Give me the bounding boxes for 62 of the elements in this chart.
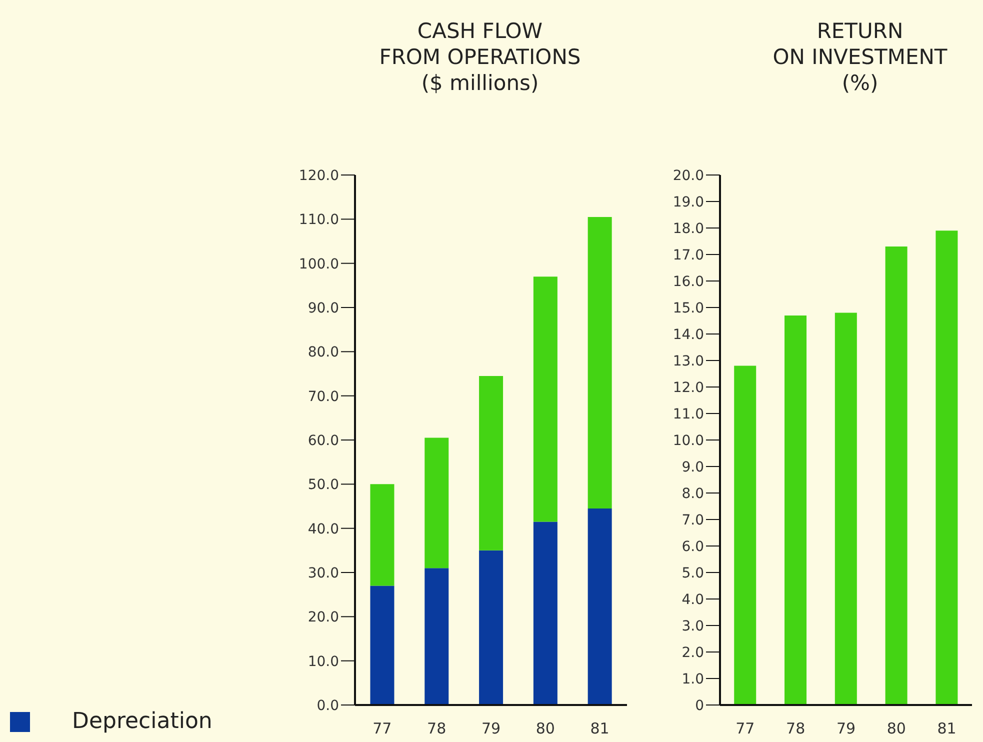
y-tick-label: 13.0 — [672, 353, 704, 370]
y-tick-label: 100.0 — [298, 256, 339, 272]
x-tick-label: 81 — [590, 720, 610, 738]
bar — [588, 508, 612, 705]
x-tick-label: 78 — [786, 720, 806, 738]
x-tick-label: 77 — [372, 720, 392, 738]
y-tick-label: 10.0 — [308, 654, 339, 670]
y-tick-label: 0 — [695, 698, 704, 714]
y-tick-label: 6.0 — [682, 538, 704, 555]
y-tick-label: 90.0 — [308, 300, 339, 316]
y-tick-label: 1.0 — [682, 671, 704, 688]
x-tick-label: 81 — [937, 720, 956, 738]
y-tick-label: 19.0 — [672, 194, 704, 210]
y-tick-label: 14.0 — [672, 326, 704, 343]
y-tick-label: 16.0 — [672, 274, 704, 290]
y-tick-label: 3.0 — [682, 618, 704, 634]
chart-title: CASH FLOW FROM OPERATIONS ($ millions) — [378, 18, 582, 96]
bar — [784, 315, 807, 705]
bar — [885, 246, 908, 705]
bar — [424, 438, 449, 568]
bar — [479, 376, 504, 550]
y-tick-label: 40.0 — [308, 521, 339, 538]
y-tick-label: 110.0 — [298, 212, 339, 228]
bar — [936, 230, 958, 705]
y-tick-label: 8.0 — [682, 486, 704, 502]
x-tick-label: 77 — [736, 720, 755, 738]
y-tick-label: 70.0 — [308, 388, 339, 405]
y-tick-label: 20.0 — [672, 168, 704, 184]
bar — [370, 484, 394, 586]
y-tick-label: 60.0 — [308, 432, 339, 449]
y-tick-label: 11.0 — [672, 406, 704, 422]
y-tick-label: 9.0 — [682, 459, 704, 476]
y-tick-label: 30.0 — [308, 565, 339, 582]
y-tick-label: 5.0 — [682, 565, 704, 582]
bar — [834, 312, 857, 705]
bar — [533, 522, 558, 705]
x-tick-label: 80 — [886, 720, 906, 738]
bar — [533, 276, 558, 522]
y-tick-label: 2.0 — [682, 644, 704, 661]
x-tick-label: 79 — [481, 720, 501, 738]
x-tick-label: 79 — [836, 720, 856, 738]
y-tick-label: 12.0 — [672, 380, 704, 396]
y-tick-label: 80.0 — [308, 344, 339, 361]
bar — [734, 366, 756, 705]
y-tick-label: 120.0 — [298, 168, 339, 184]
bar — [588, 216, 612, 508]
chart-title: RETURN ON INVESTMENT (%) — [772, 18, 948, 96]
y-tick-label: 10.0 — [672, 432, 704, 449]
y-tick-label: 50.0 — [308, 477, 339, 494]
x-tick-label: 80 — [536, 720, 555, 738]
y-tick-label: 0.0 — [316, 698, 339, 714]
bar — [424, 568, 449, 705]
bar — [479, 550, 504, 705]
y-tick-label: 18.0 — [672, 220, 704, 237]
y-tick-label: 4.0 — [682, 592, 704, 608]
y-tick-label: 7.0 — [682, 512, 704, 528]
y-tick-label: 17.0 — [672, 247, 704, 264]
y-tick-label: 15.0 — [672, 300, 704, 316]
x-tick-label: 78 — [427, 720, 446, 738]
y-tick-label: 20.0 — [308, 610, 339, 626]
legend-label: Depreciation — [72, 709, 212, 734]
bar — [370, 586, 394, 705]
